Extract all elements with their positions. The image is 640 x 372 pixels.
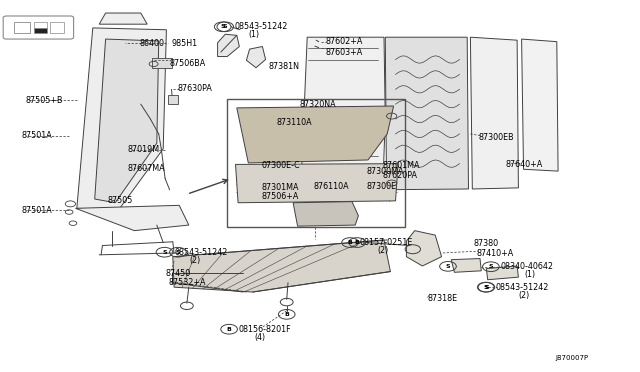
Text: (1): (1) — [248, 30, 259, 39]
Bar — [227, 99, 405, 227]
Text: B: B — [348, 240, 353, 245]
Text: S: S — [445, 264, 451, 269]
Text: 87505+B: 87505+B — [26, 96, 63, 105]
Text: 87603+A: 87603+A — [325, 48, 362, 57]
Polygon shape — [406, 231, 442, 266]
Polygon shape — [486, 266, 518, 280]
Text: 08340-40642: 08340-40642 — [500, 262, 554, 271]
Text: (2): (2) — [378, 246, 389, 255]
Text: 985H1: 985H1 — [172, 39, 198, 48]
Text: (4): (4) — [255, 333, 266, 342]
Text: 87506BA: 87506BA — [170, 59, 206, 68]
Polygon shape — [301, 37, 385, 189]
Text: 87602+A: 87602+A — [325, 37, 362, 46]
Text: 87381N: 87381N — [269, 62, 300, 71]
Text: (2): (2) — [189, 256, 201, 265]
Text: S: S — [220, 24, 225, 29]
FancyBboxPatch shape — [3, 16, 74, 39]
Text: S: S — [223, 24, 228, 29]
Text: 87620PA: 87620PA — [383, 171, 418, 180]
Text: 08543-51242: 08543-51242 — [235, 22, 288, 31]
Text: 87019M: 87019M — [128, 145, 160, 154]
Text: 87380: 87380 — [474, 239, 499, 248]
Text: 87501A: 87501A — [21, 206, 52, 215]
Polygon shape — [218, 34, 239, 57]
Text: 87601MA: 87601MA — [383, 161, 420, 170]
Text: 87320NA: 87320NA — [300, 100, 336, 109]
Text: 87532+A: 87532+A — [168, 278, 206, 287]
Text: S: S — [488, 264, 493, 269]
Text: 87607MA: 87607MA — [128, 164, 166, 173]
Polygon shape — [152, 58, 172, 68]
Polygon shape — [293, 202, 358, 226]
Polygon shape — [77, 28, 166, 210]
Polygon shape — [470, 37, 518, 189]
Polygon shape — [99, 13, 147, 24]
Bar — [50, 22, 64, 33]
Polygon shape — [246, 46, 266, 68]
Text: 87301MA: 87301MA — [261, 183, 299, 192]
Text: S: S — [483, 285, 488, 290]
Polygon shape — [76, 205, 189, 231]
Text: 08543-51242: 08543-51242 — [174, 248, 227, 257]
Bar — [34, 22, 47, 28]
Text: 08157-0251E: 08157-0251E — [360, 238, 413, 247]
Text: 87300EB: 87300EB — [479, 133, 515, 142]
Text: 87300E: 87300E — [366, 182, 396, 191]
Text: 87300MA: 87300MA — [366, 167, 404, 176]
Text: B: B — [227, 327, 232, 332]
Text: 07300E-C: 07300E-C — [261, 161, 300, 170]
Polygon shape — [173, 240, 390, 292]
Text: (2): (2) — [518, 291, 530, 300]
Text: 87630PA: 87630PA — [178, 84, 212, 93]
Polygon shape — [168, 95, 178, 104]
Text: 08156-8201F: 08156-8201F — [239, 325, 291, 334]
Text: S: S — [175, 250, 180, 255]
Text: 87505: 87505 — [108, 196, 133, 205]
Polygon shape — [522, 39, 558, 171]
Text: 873110A: 873110A — [276, 118, 312, 126]
Text: 87318E: 87318E — [428, 294, 458, 303]
Bar — [34, 28, 47, 33]
Bar — [14, 22, 30, 33]
Polygon shape — [236, 164, 398, 203]
Text: B: B — [284, 312, 289, 317]
Text: 86400: 86400 — [140, 39, 164, 48]
Text: B: B — [355, 240, 360, 245]
Text: (1): (1) — [525, 270, 536, 279]
Text: 87506+A: 87506+A — [261, 192, 298, 201]
Text: 87450: 87450 — [165, 269, 190, 278]
Text: S: S — [484, 285, 489, 290]
Text: 87640+A: 87640+A — [506, 160, 543, 169]
Polygon shape — [385, 37, 468, 190]
Text: 87501A: 87501A — [21, 131, 52, 140]
Text: 87410+A: 87410+A — [477, 249, 514, 258]
Text: 876110A: 876110A — [314, 182, 349, 191]
Text: S: S — [162, 250, 167, 255]
Polygon shape — [237, 106, 394, 163]
Polygon shape — [451, 259, 481, 272]
Text: J870007P: J870007P — [556, 355, 589, 361]
Text: 08543-51242: 08543-51242 — [495, 283, 548, 292]
Polygon shape — [95, 39, 159, 203]
